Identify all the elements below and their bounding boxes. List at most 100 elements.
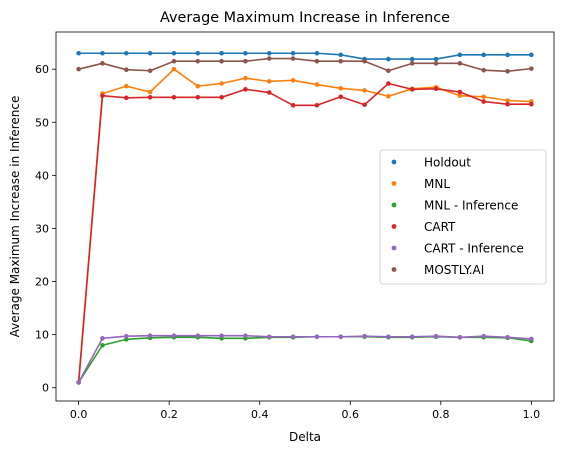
- legend-item: CART: [391, 220, 456, 234]
- data-point: [433, 56, 439, 62]
- data-point: [386, 93, 391, 99]
- x-tick-label: 0.8: [432, 408, 450, 421]
- data-point: [338, 85, 344, 91]
- data-point: [481, 67, 486, 73]
- data-point: [243, 87, 248, 92]
- data-point: [314, 334, 320, 340]
- data-point: [147, 68, 153, 74]
- data-point: [76, 380, 81, 385]
- data-point: [386, 334, 391, 340]
- series-5: [76, 56, 534, 74]
- data-point: [171, 50, 177, 56]
- y-tick-label: 20: [35, 276, 49, 289]
- data-point: [219, 58, 224, 64]
- data-point: [147, 50, 153, 56]
- data-point: [529, 66, 534, 71]
- data-point: [338, 52, 344, 58]
- legend-label: MNL: [424, 177, 450, 191]
- legend-marker: [391, 267, 397, 272]
- data-point: [505, 52, 510, 58]
- series-0: [76, 50, 534, 62]
- data-point: [362, 88, 367, 93]
- x-axis: 0.0 0.2 0.4 0.6 0.8 1.0: [70, 401, 540, 421]
- data-point: [457, 61, 463, 66]
- legend-marker: [391, 202, 397, 208]
- data-point: [290, 334, 296, 340]
- series-3: [76, 81, 534, 385]
- x-tick-label: 1.0: [523, 408, 541, 421]
- data-point: [481, 94, 486, 100]
- data-point: [433, 86, 439, 92]
- data-point: [100, 342, 105, 348]
- series-line: [77, 335, 532, 383]
- legend-label: MOSTLY.AI: [424, 263, 484, 277]
- data-point: [529, 336, 534, 342]
- data-point: [409, 56, 415, 62]
- data-point: [100, 50, 105, 56]
- data-point: [100, 336, 105, 341]
- data-point: [147, 89, 153, 95]
- series-layer: [76, 50, 534, 385]
- data-point: [505, 334, 510, 340]
- data-point: [457, 93, 463, 99]
- data-point: [266, 79, 272, 84]
- y-tick-label: 50: [35, 116, 49, 129]
- data-point: [529, 101, 534, 107]
- x-tick-label: 0.6: [342, 408, 360, 421]
- data-point: [219, 81, 224, 86]
- data-point: [100, 61, 105, 66]
- data-point: [290, 102, 296, 108]
- legend-label: CART - Inference: [424, 242, 524, 256]
- y-tick-label: 30: [35, 222, 49, 235]
- data-point: [195, 83, 201, 89]
- data-point: [124, 337, 129, 342]
- y-axis: 0 10 20 30 40 50 60: [35, 63, 56, 395]
- data-point: [338, 334, 344, 340]
- data-point: [147, 333, 153, 338]
- data-point: [219, 333, 224, 338]
- series-line: [77, 334, 532, 383]
- data-point: [243, 333, 248, 338]
- x-tick-label: 0.0: [70, 408, 88, 421]
- data-point: [314, 58, 320, 64]
- data-point: [124, 83, 129, 89]
- series-2: [76, 334, 534, 385]
- legend-item: MOSTLY.AI: [391, 263, 484, 277]
- data-point: [100, 93, 105, 99]
- x-axis-label: Delta: [289, 430, 321, 444]
- y-tick-label: 10: [35, 329, 49, 342]
- plot-area-frame: [55, 31, 555, 402]
- data-point: [362, 333, 367, 339]
- data-point: [195, 50, 201, 56]
- data-point: [76, 50, 81, 56]
- legend-frame: [379, 149, 547, 285]
- legend-item: MNL - Inference: [391, 199, 518, 213]
- data-point: [171, 333, 177, 338]
- data-point: [243, 58, 248, 64]
- data-point: [290, 78, 296, 83]
- data-point: [290, 50, 296, 56]
- data-point: [505, 101, 510, 107]
- y-tick-label: 60: [35, 63, 49, 76]
- data-point: [124, 67, 129, 72]
- legend-item: CART - Inference: [391, 242, 524, 256]
- data-point: [314, 82, 320, 87]
- series-line: [78, 52, 532, 60]
- data-point: [457, 52, 463, 58]
- x-tick-label: 0.4: [251, 408, 269, 421]
- data-point: [505, 68, 510, 74]
- data-point: [409, 334, 415, 340]
- data-point: [409, 87, 415, 92]
- data-point: [266, 334, 272, 340]
- data-point: [243, 50, 248, 56]
- legend-item: MNL: [391, 177, 450, 191]
- data-point: [124, 50, 129, 56]
- data-point: [362, 102, 367, 108]
- data-point: [409, 61, 415, 66]
- legend-marker: [391, 224, 397, 229]
- data-point: [529, 52, 534, 58]
- legend-label: Holdout: [424, 156, 471, 170]
- data-point: [481, 99, 486, 104]
- data-point: [505, 98, 510, 103]
